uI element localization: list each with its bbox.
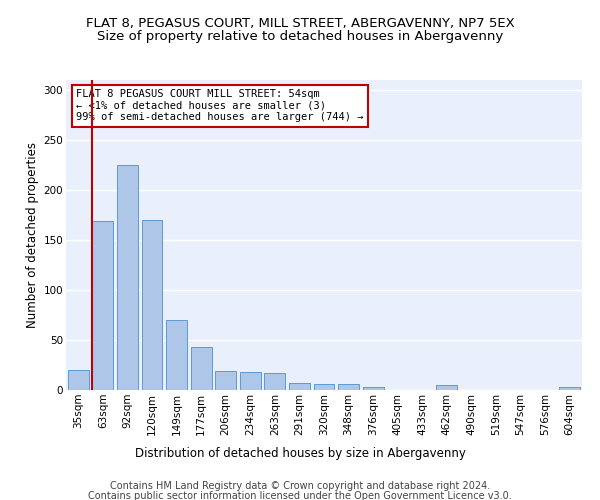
Bar bbox=[314, 384, 334, 390]
Bar bbox=[92, 221, 113, 390]
Bar bbox=[338, 384, 359, 390]
Bar bbox=[240, 372, 261, 390]
Y-axis label: Number of detached properties: Number of detached properties bbox=[26, 142, 40, 328]
Bar bbox=[362, 387, 383, 390]
Bar bbox=[265, 373, 286, 390]
Text: Size of property relative to detached houses in Abergavenny: Size of property relative to detached ho… bbox=[97, 30, 503, 43]
Bar bbox=[117, 165, 138, 390]
Bar bbox=[215, 371, 236, 390]
Text: Contains public sector information licensed under the Open Government Licence v3: Contains public sector information licen… bbox=[88, 491, 512, 500]
Bar bbox=[166, 320, 187, 390]
Bar bbox=[436, 385, 457, 390]
Text: FLAT 8 PEGASUS COURT MILL STREET: 54sqm
← <1% of detached houses are smaller (3): FLAT 8 PEGASUS COURT MILL STREET: 54sqm … bbox=[76, 90, 364, 122]
Bar bbox=[289, 383, 310, 390]
Bar bbox=[191, 347, 212, 390]
Text: Contains HM Land Registry data © Crown copyright and database right 2024.: Contains HM Land Registry data © Crown c… bbox=[110, 481, 490, 491]
Text: Distribution of detached houses by size in Abergavenny: Distribution of detached houses by size … bbox=[134, 448, 466, 460]
Bar bbox=[142, 220, 163, 390]
Text: FLAT 8, PEGASUS COURT, MILL STREET, ABERGAVENNY, NP7 5EX: FLAT 8, PEGASUS COURT, MILL STREET, ABER… bbox=[86, 18, 514, 30]
Bar bbox=[559, 387, 580, 390]
Bar bbox=[68, 370, 89, 390]
